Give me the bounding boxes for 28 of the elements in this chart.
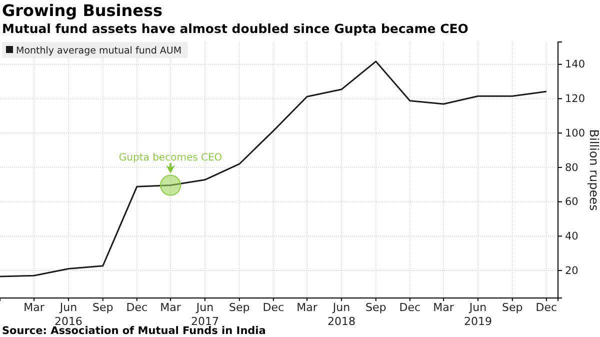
x-tick-label: Dec (536, 300, 558, 314)
x-tick-label: Jun 2018 (327, 300, 356, 328)
legend-label: Monthly average mutual fund AUM (16, 46, 182, 56)
y-tick-label: 40 (565, 230, 578, 243)
chart-subtitle: Mutual fund assets have almost doubled since Gupta became CEO (2, 21, 468, 36)
x-tick-label: Jun 2019 (464, 300, 492, 328)
y-tick-label: 20 (565, 264, 578, 277)
x-tick-label: Sep (502, 300, 523, 314)
x-tick-label: Sep (92, 300, 114, 314)
x-tick-label: Dec (126, 300, 148, 314)
x-tick-label: Mar (296, 300, 318, 314)
x-tick-label: Dec (399, 300, 421, 314)
y-tick-label: 140 (565, 58, 586, 71)
y-axis-title: Billion rupees (587, 129, 600, 211)
x-tick-label: Mar (24, 300, 45, 314)
source-note: Source: Association of Mutual Funds in India (2, 325, 266, 337)
x-tick-label: Mar (433, 300, 454, 314)
line-series (0, 60, 548, 278)
chart-title: Growing Business (2, 1, 163, 20)
x-tick-label: Dec (262, 300, 284, 314)
annotation: Gupta becomes CEO (118, 152, 222, 164)
x-tick-label: Sep (365, 300, 386, 314)
y-tick-label: 100 (565, 127, 586, 140)
y-tick-label: 120 (565, 93, 586, 106)
y-tick-label: 60 (565, 196, 578, 208)
y-tick-label: 80 (565, 162, 578, 174)
x-tick-label: Sep (228, 300, 250, 314)
x-tick-label: Mar (160, 300, 182, 314)
